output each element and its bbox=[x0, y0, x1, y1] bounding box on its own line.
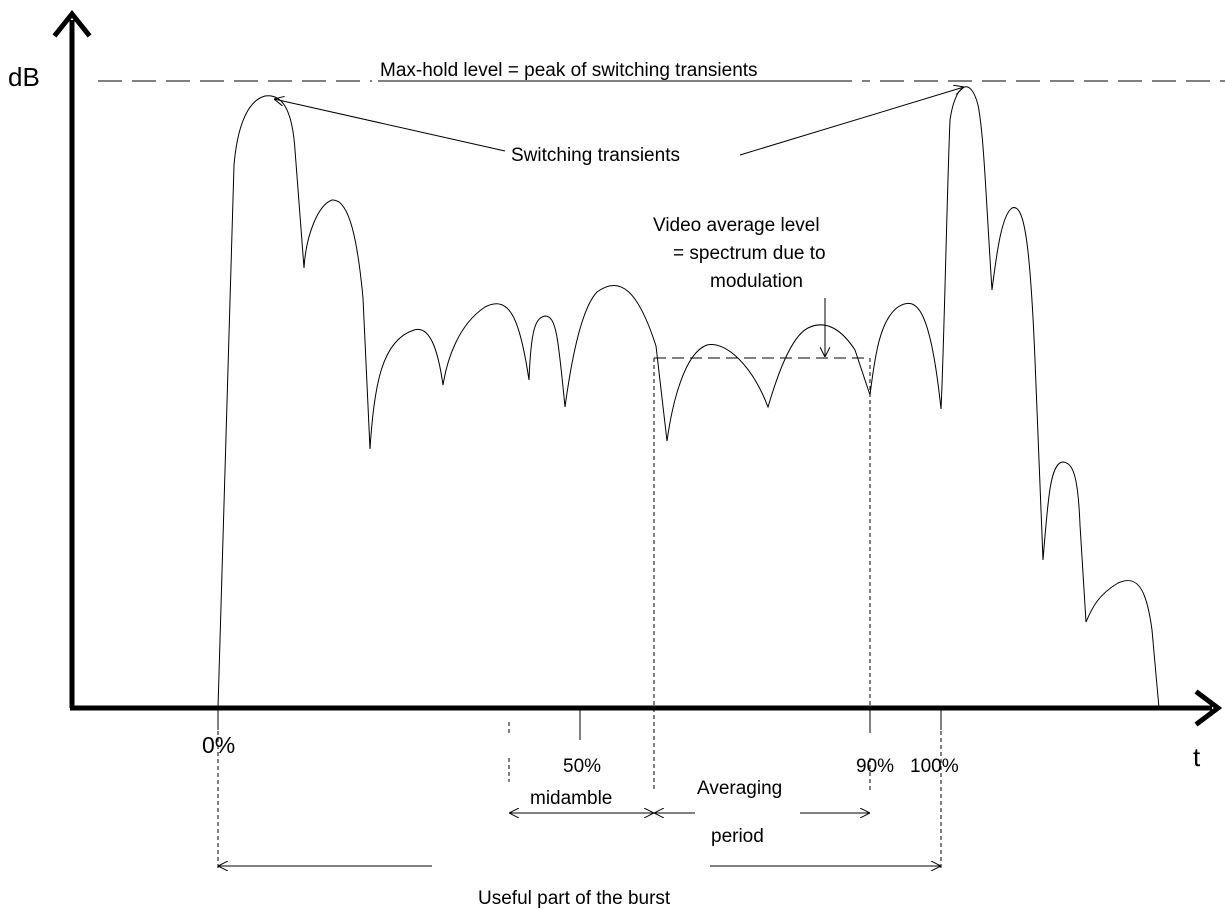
x-axis-arrowhead bbox=[1194, 689, 1223, 727]
video-average-label-2: = spectrum due to bbox=[673, 243, 826, 264]
switching-arrow-left bbox=[274, 99, 506, 152]
tick-label-90pct: 90% bbox=[856, 756, 894, 777]
averaging-label-2: period bbox=[711, 826, 764, 847]
burst-waveform bbox=[217, 86, 1160, 709]
averaging-label-1: Averaging bbox=[697, 778, 782, 799]
midamble-label: midamble bbox=[530, 788, 612, 809]
max-hold-label-bg bbox=[372, 60, 862, 84]
tick-label-0pct: 0% bbox=[202, 732, 235, 758]
y-axis-label: dB bbox=[8, 62, 40, 92]
switching-transients-label: Switching transients bbox=[511, 145, 680, 166]
x-axis-label: t bbox=[1193, 742, 1201, 772]
switching-arrow-right bbox=[739, 87, 964, 156]
y-axis-arrowhead bbox=[52, 9, 92, 38]
tick-label-50pct: 50% bbox=[563, 756, 601, 777]
max-hold-label: Max-hold level = peak of switching trans… bbox=[380, 60, 758, 81]
video-average-label-3: modulation bbox=[710, 271, 803, 292]
useful-part-label: Useful part of the burst bbox=[478, 888, 671, 909]
tick-label-100pct: 100% bbox=[910, 756, 959, 777]
video-average-label-1: Video average level bbox=[653, 215, 820, 236]
